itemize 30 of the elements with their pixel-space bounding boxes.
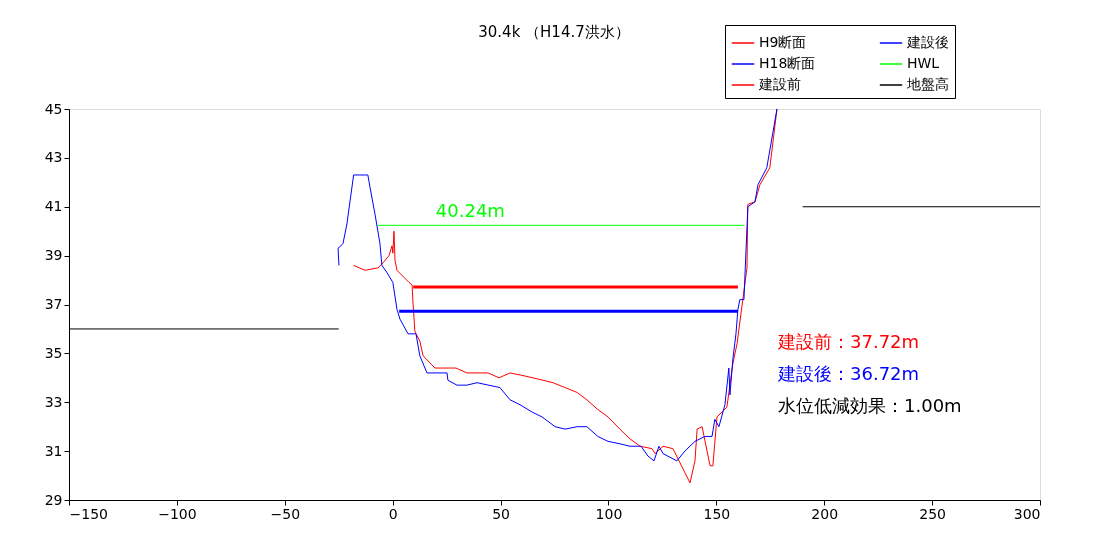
y-tick-label: 31	[44, 442, 63, 459]
legend-label: 建設後	[906, 34, 949, 50]
x-tick-label: −100	[158, 505, 197, 522]
chart-title: 30.4k （H14.7洪水）	[478, 23, 630, 41]
legend-label: 建設前	[758, 76, 801, 92]
x-tick-label: 150	[703, 505, 731, 522]
annotation: 40.24m	[435, 200, 505, 222]
x-tick-label: 250	[919, 505, 946, 522]
legend-label: HWL	[907, 55, 940, 71]
legend-label: H9断面	[759, 34, 807, 50]
legend-label: H18断面	[759, 55, 816, 71]
x-tick-label: 0	[388, 505, 398, 522]
x-tick-label: 50	[492, 505, 510, 522]
annotation: 建設後：36.72m	[777, 363, 920, 384]
y-tick-label: 35	[44, 344, 63, 361]
y-tick-label: 33	[44, 393, 63, 410]
annotation: 建設前：37.72m	[777, 331, 920, 352]
x-tick-label: −150	[69, 505, 108, 522]
legend-label: 地盤高	[906, 76, 949, 92]
x-tick-label: −50	[270, 505, 301, 522]
y-tick-label: 43	[44, 149, 63, 166]
x-tick-label: 300	[1013, 505, 1041, 522]
y-tick-label: 45	[44, 100, 63, 117]
x-tick-label: 100	[595, 505, 623, 522]
x-tick-label: 200	[811, 505, 839, 522]
y-tick-label: 39	[44, 247, 63, 264]
y-tick-label: 29	[44, 491, 63, 508]
y-tick-label: 37	[44, 296, 63, 312]
annotation: 水位低減効果：1.00m	[778, 395, 962, 416]
y-tick-label: 41	[44, 198, 63, 215]
